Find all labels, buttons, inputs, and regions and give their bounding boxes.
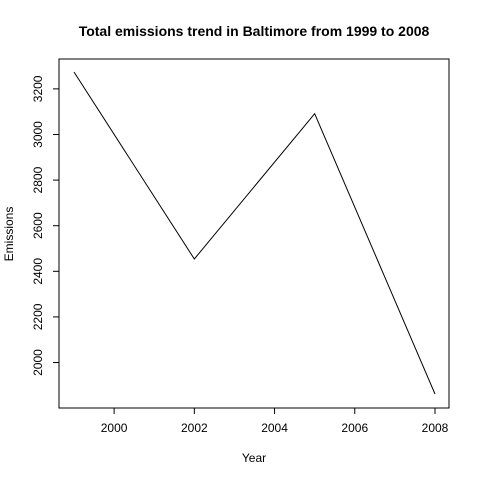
y-axis: 2000 2200 2400 2600 2800 3000 3200 <box>31 75 59 376</box>
chart-title: Total emissions trend in Baltimore from … <box>79 23 430 39</box>
x-tick-label: 2006 <box>341 421 368 435</box>
x-axis: 2000 2002 2004 2006 2008 <box>101 408 449 435</box>
x-tick-label: 2004 <box>261 421 288 435</box>
series-line <box>73 71 436 395</box>
y-tick-label: 2000 <box>31 349 45 376</box>
series-layer <box>73 71 436 395</box>
y-tick-label: 3200 <box>31 75 45 102</box>
y-tick-label: 2800 <box>31 166 45 193</box>
x-tick-label: 2002 <box>181 421 208 435</box>
y-tick-label: 2600 <box>31 212 45 239</box>
y-tick-label: 2400 <box>31 258 45 285</box>
y-axis-label: Emissions <box>2 207 16 262</box>
x-axis-label: Year <box>242 451 266 465</box>
y-tick-label: 3000 <box>31 121 45 148</box>
plot-frame <box>58 58 450 409</box>
x-tick-label: 2000 <box>101 421 128 435</box>
x-tick-label: 2008 <box>422 421 449 435</box>
y-tick-label: 2200 <box>31 303 45 330</box>
